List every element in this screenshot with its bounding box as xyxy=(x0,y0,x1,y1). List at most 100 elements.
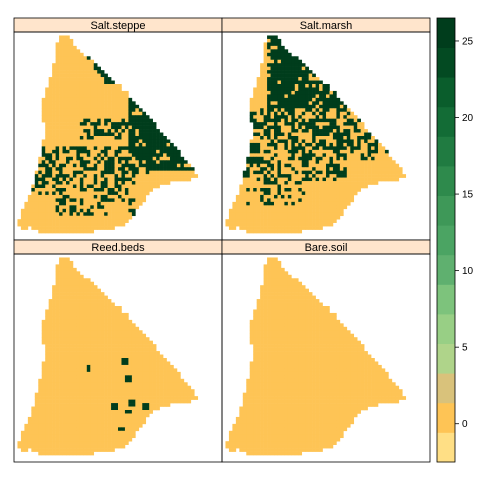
map-cell xyxy=(83,178,87,182)
map-cell xyxy=(56,191,60,195)
map-cell xyxy=(173,167,177,171)
map-cell xyxy=(69,139,73,143)
map-cell xyxy=(66,268,70,272)
map-cell xyxy=(146,167,150,171)
map-cell xyxy=(59,348,63,352)
map-cell xyxy=(21,438,25,442)
map-cell xyxy=(63,344,67,348)
map-cell xyxy=(94,330,98,334)
map-cell xyxy=(104,174,108,178)
map-cell xyxy=(281,219,285,223)
map-cell xyxy=(260,81,264,85)
map-cell xyxy=(63,445,67,449)
map-cell xyxy=(350,143,354,147)
map-cell xyxy=(264,181,268,185)
map-cell xyxy=(326,178,330,182)
map-cell xyxy=(295,160,299,164)
map-cell xyxy=(56,94,60,98)
map-cell xyxy=(83,438,87,442)
map-cell xyxy=(45,126,49,130)
map-cell xyxy=(73,101,77,105)
map-cell xyxy=(163,150,167,154)
map-cell xyxy=(375,139,379,143)
map-cell xyxy=(56,427,60,431)
map-cell xyxy=(42,420,46,424)
map-cell xyxy=(52,330,56,334)
map-cell xyxy=(281,171,285,175)
map-cell xyxy=(333,129,337,133)
map-cell xyxy=(288,216,292,220)
map-cell xyxy=(94,185,98,189)
map-cell xyxy=(115,143,119,147)
map-cell xyxy=(267,122,271,126)
map-cell xyxy=(76,386,80,390)
map-cell xyxy=(94,98,98,102)
map-cell xyxy=(284,74,288,78)
map-cell xyxy=(38,438,42,442)
map-cell xyxy=(284,53,288,57)
map-cell xyxy=(125,136,129,140)
map-cell xyxy=(49,219,53,223)
map-cell xyxy=(302,219,306,223)
map-cell xyxy=(291,98,295,102)
map-cell xyxy=(45,441,49,445)
map-cell xyxy=(288,292,292,296)
map-cell xyxy=(340,153,344,157)
map-cell xyxy=(364,146,368,150)
map-cell xyxy=(371,146,375,150)
map-cell xyxy=(309,122,313,126)
map-cell xyxy=(180,174,184,178)
map-cell xyxy=(45,185,49,189)
map-cell xyxy=(87,445,91,449)
map-cell xyxy=(267,268,271,272)
map-cell xyxy=(277,53,281,57)
map-cell xyxy=(388,178,392,182)
map-cell xyxy=(149,178,153,182)
map-cell xyxy=(83,393,87,397)
map-cell xyxy=(49,396,53,400)
map-cell xyxy=(250,167,254,171)
map-cell xyxy=(69,396,73,400)
map-cell xyxy=(104,150,108,154)
map-cell xyxy=(115,379,119,383)
map-cell xyxy=(333,181,337,185)
map-cell xyxy=(277,67,281,71)
map-cell xyxy=(35,188,39,192)
map-cell xyxy=(56,299,60,303)
map-cell xyxy=(66,202,70,206)
map-cell xyxy=(111,341,115,345)
map-cell xyxy=(97,77,101,81)
map-cell xyxy=(118,136,122,140)
map-cell xyxy=(63,257,67,261)
map-cell xyxy=(87,434,91,438)
map-cell xyxy=(329,223,333,227)
map-cell xyxy=(329,181,333,185)
map-cell xyxy=(121,205,125,209)
map-cell xyxy=(56,445,60,449)
map-cell xyxy=(156,400,160,404)
map-cell xyxy=(87,195,91,199)
map-cell xyxy=(87,452,91,456)
map-cell xyxy=(45,424,49,428)
map-cell xyxy=(170,379,174,383)
map-cell xyxy=(90,212,94,216)
map-cell xyxy=(153,171,157,175)
map-cell xyxy=(146,386,150,390)
map-cell xyxy=(128,136,132,140)
map-cell xyxy=(69,316,73,320)
map-cell xyxy=(49,230,53,234)
map-cell xyxy=(343,164,347,168)
map-cell xyxy=(284,115,288,119)
map-cell xyxy=(56,306,60,310)
map-cell xyxy=(305,101,309,105)
map-cell xyxy=(125,98,129,102)
map-cell xyxy=(236,198,240,202)
map-cell xyxy=(59,115,63,119)
map-cell xyxy=(281,212,285,216)
map-cell xyxy=(302,181,306,185)
map-cell xyxy=(173,153,177,157)
map-cell xyxy=(239,226,243,230)
map-cell xyxy=(298,105,302,109)
map-cell xyxy=(66,393,70,397)
map-cell xyxy=(149,355,153,359)
